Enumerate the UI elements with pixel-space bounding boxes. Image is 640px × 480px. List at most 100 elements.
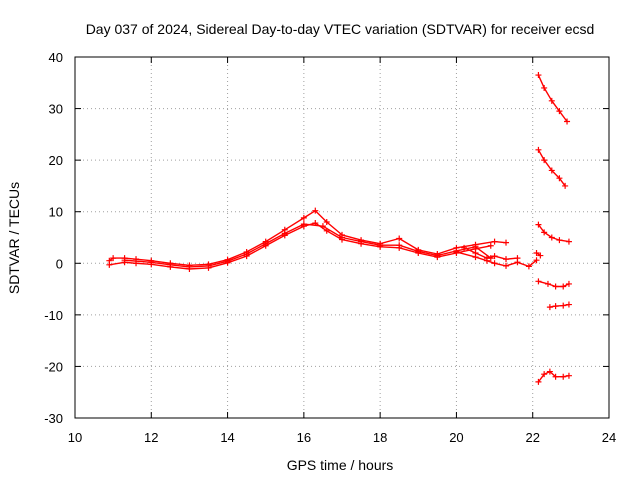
- data-point: [533, 257, 540, 264]
- data-point: [434, 252, 441, 259]
- y-tick-label: 10: [49, 205, 63, 220]
- data-point: [525, 263, 532, 270]
- series-sat-i: [535, 278, 572, 290]
- data-point: [565, 238, 572, 245]
- data-point: [396, 235, 403, 242]
- data-point: [472, 243, 479, 250]
- data-point: [546, 304, 553, 311]
- data-point: [323, 219, 330, 226]
- series-line: [537, 74, 568, 123]
- x-tick-label: 14: [220, 430, 234, 445]
- data-point: [565, 301, 572, 308]
- data-point: [541, 84, 548, 91]
- series-line: [123, 223, 492, 268]
- data-point: [110, 255, 117, 262]
- data-point: [461, 244, 468, 251]
- data-point: [556, 108, 563, 115]
- data-point: [415, 248, 422, 255]
- data-point: [560, 283, 567, 290]
- data-point: [106, 261, 113, 268]
- data-point: [552, 303, 559, 310]
- data-point: [535, 378, 542, 385]
- series-sat-e: [461, 244, 521, 263]
- data-point: [339, 234, 345, 241]
- data-point: [564, 118, 571, 125]
- data-point: [491, 238, 498, 245]
- data-point: [560, 302, 567, 309]
- series-sat-d: [453, 248, 540, 270]
- data-point: [548, 234, 555, 241]
- data-point: [503, 262, 510, 269]
- series-line: [537, 223, 570, 243]
- data-point: [565, 372, 572, 379]
- data-point: [560, 373, 567, 380]
- data-point: [535, 278, 542, 285]
- data-point: [535, 221, 542, 228]
- data-point: [167, 261, 174, 268]
- data-point: [186, 263, 193, 270]
- series-sat-f: [535, 72, 571, 125]
- y-axis-label: SDTVAR / TECUs: [6, 182, 22, 294]
- series-line: [537, 280, 570, 288]
- data-point: [548, 97, 555, 104]
- data-point: [537, 252, 544, 259]
- series-line: [108, 210, 507, 266]
- data-point: [544, 280, 551, 287]
- data-point: [396, 242, 403, 249]
- plot-frame: [74, 56, 610, 419]
- x-tick-label: 16: [297, 430, 311, 445]
- data-point: [503, 239, 510, 246]
- data-point: [300, 214, 307, 221]
- data-point: [472, 249, 479, 256]
- data-point: [319, 223, 326, 230]
- axis-ticks: 10 12 14 16 18 20 22 24 -30 -20 -10 0 10 20 30 40: [44, 50, 616, 445]
- data-point: [358, 238, 365, 245]
- series-sat-c: [121, 221, 494, 270]
- x-tick-label: 18: [373, 430, 387, 445]
- data-point: [121, 257, 128, 264]
- x-tick-label: 12: [144, 430, 158, 445]
- data-series: [106, 72, 572, 385]
- data-point: [262, 240, 269, 247]
- x-tick-label: 10: [68, 430, 82, 445]
- data-point: [224, 258, 231, 265]
- data-point: [281, 230, 288, 237]
- data-point: [548, 167, 555, 174]
- data-point: [535, 72, 542, 79]
- series-sat-k: [535, 368, 572, 385]
- data-point: [491, 253, 498, 260]
- data-point: [491, 260, 498, 267]
- y-tick-label: 30: [49, 102, 63, 117]
- data-point: [205, 262, 212, 269]
- series-sat-a: [106, 207, 510, 269]
- chart-title: Day 037 of 2024, Sidereal Day-to-day VTE…: [86, 21, 595, 37]
- data-point: [556, 175, 563, 182]
- y-tick-label: -10: [44, 308, 63, 323]
- data-point: [487, 242, 494, 249]
- data-point: [541, 229, 548, 236]
- series-line: [455, 251, 538, 268]
- data-point: [546, 368, 553, 375]
- data-point: [243, 251, 250, 258]
- data-point: [514, 255, 521, 262]
- grid-lines: [75, 57, 609, 418]
- series-sat-l: [533, 249, 544, 259]
- data-point: [503, 256, 510, 263]
- y-tick-label: 40: [49, 50, 63, 65]
- data-point: [148, 259, 155, 266]
- y-tick-label: 20: [49, 153, 63, 168]
- data-point: [552, 283, 559, 290]
- x-axis-label: GPS time / hours: [287, 457, 394, 473]
- series-sat-j: [546, 301, 572, 311]
- data-point: [541, 371, 548, 378]
- y-tick-label: -30: [44, 411, 63, 426]
- series-sat-g: [535, 146, 569, 189]
- data-point: [533, 249, 540, 256]
- data-point: [377, 242, 384, 249]
- y-tick-label: 0: [56, 256, 63, 271]
- data-point: [312, 207, 319, 214]
- data-point: [556, 237, 563, 244]
- x-tick-label: 22: [525, 430, 539, 445]
- data-point: [562, 182, 569, 189]
- data-point: [552, 373, 559, 380]
